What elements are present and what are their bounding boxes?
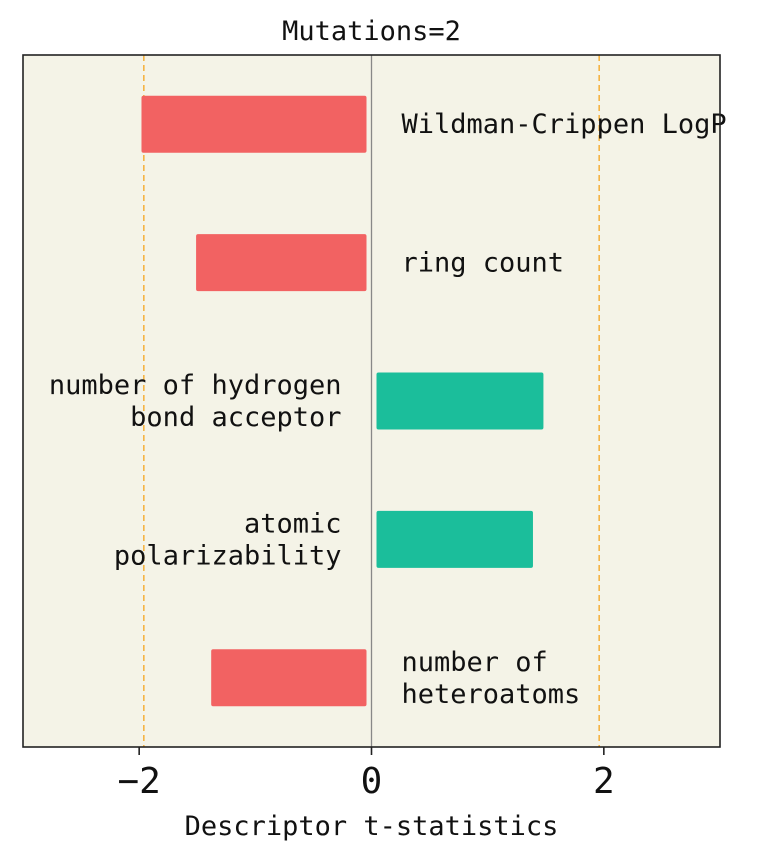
- x-axis-label: Descriptor t-statistics: [185, 811, 559, 842]
- bar-label-0: Wildman-Crippen LogP: [402, 109, 727, 140]
- bar-label-1: ring count: [402, 248, 565, 279]
- bar-label-3: atomic polarizability: [114, 508, 342, 571]
- bar-2: [376, 372, 544, 430]
- bar-3: [376, 510, 533, 568]
- bar-label-2: number of hydrogen bond acceptor: [49, 370, 342, 433]
- x-tick-label-1: 0: [361, 761, 383, 802]
- chart-title: Mutations=2: [282, 16, 461, 47]
- bar-label-4: number of heteroatoms: [402, 647, 581, 710]
- x-tick-label-0: −2: [117, 761, 160, 802]
- x-tick-label-2: 2: [593, 761, 615, 802]
- bar-0: [141, 95, 367, 153]
- bar-1: [196, 234, 367, 292]
- bar-4: [211, 649, 367, 707]
